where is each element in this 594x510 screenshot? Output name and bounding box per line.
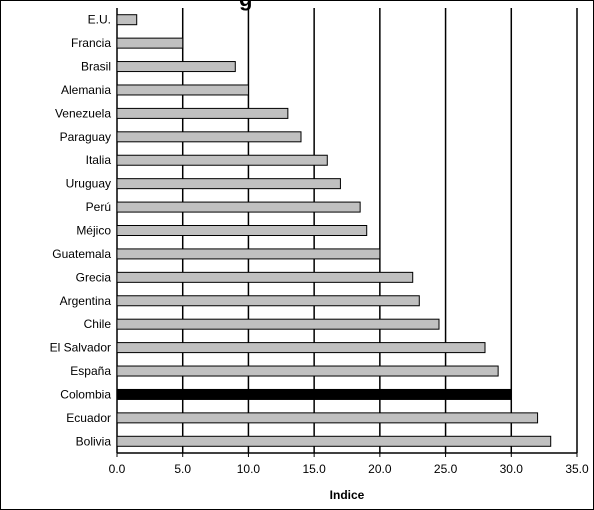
- category-label: Perú: [86, 200, 111, 214]
- category-label: España: [70, 364, 111, 378]
- bar: [116, 201, 361, 213]
- bar: [116, 365, 499, 377]
- bar: [116, 84, 249, 96]
- bar: [116, 61, 236, 73]
- gridlines: [116, 8, 578, 454]
- bar: [116, 295, 420, 307]
- x-tick-label: 30.0: [500, 462, 524, 476]
- bar: [116, 318, 440, 330]
- bar: [116, 14, 138, 26]
- category-label: E.U.: [88, 13, 111, 27]
- category-label: Grecia: [76, 270, 112, 284]
- bar: [116, 37, 184, 49]
- bar: [116, 388, 512, 400]
- x-tick-label: 20.0: [368, 462, 392, 476]
- bar: [116, 342, 486, 354]
- category-label: Méjico: [76, 224, 111, 238]
- category-label: Venezuela: [55, 106, 111, 120]
- category-label: Uruguay: [66, 177, 111, 191]
- category-labels: E.U. Francia Brasil Alemania Venezuela Paragu…: [50, 13, 112, 449]
- bar: [116, 107, 289, 119]
- x-tick-label: 0.0: [109, 462, 126, 476]
- category-label: Ecuador: [66, 411, 111, 425]
- bar: [116, 154, 328, 166]
- category-label: Brasil: [81, 60, 111, 74]
- category-label: Paraguay: [60, 130, 111, 144]
- chart-title-fragment: g: [239, 0, 252, 11]
- bars: [116, 14, 552, 447]
- category-label: Argentina: [60, 294, 112, 308]
- bar: [116, 178, 341, 190]
- x-tick-label: 10.0: [237, 462, 261, 476]
- x-tick-label: 5.0: [174, 462, 191, 476]
- bar: [116, 225, 368, 236]
- category-label: Chile: [84, 317, 112, 331]
- bar: [116, 271, 414, 283]
- x-tick-label: 15.0: [302, 462, 326, 476]
- x-axis-title: Indice: [330, 488, 365, 502]
- category-label: Colombia: [60, 387, 111, 401]
- x-tick-label: 25.0: [434, 462, 458, 476]
- x-axis-ticks: 0.0 5.0 10.0 15.0 20.0 25.0 30.0 35.0: [109, 453, 589, 476]
- category-label: Alemania: [61, 83, 111, 97]
- bar: [116, 435, 552, 447]
- category-label: Italia: [86, 153, 112, 167]
- category-label: Bolivia: [76, 434, 112, 448]
- x-tick-label: 35.0: [565, 462, 589, 476]
- category-label: Francia: [71, 36, 111, 50]
- bar: [116, 131, 302, 143]
- bar: [116, 248, 381, 260]
- category-label: El Salvador: [50, 341, 111, 355]
- bar: [116, 412, 539, 424]
- category-label: Guatemala: [52, 247, 111, 261]
